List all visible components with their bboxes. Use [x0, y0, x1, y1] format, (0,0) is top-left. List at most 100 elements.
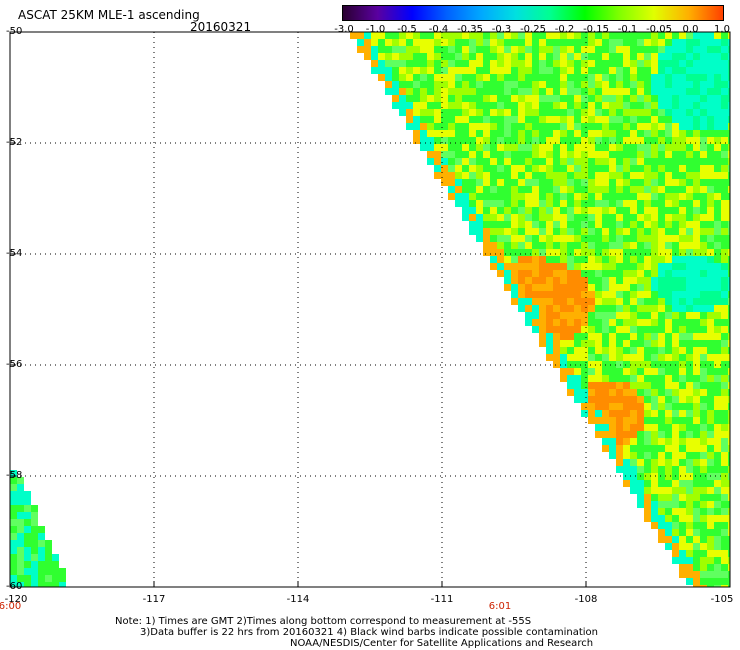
swath-pixel — [539, 228, 546, 235]
swath-pixel — [623, 403, 630, 410]
swath-pixel — [707, 312, 714, 319]
swath-pixel — [728, 235, 730, 242]
swath-pixel — [24, 575, 31, 582]
swath-pixel — [518, 263, 525, 270]
swath-pixel — [679, 130, 686, 137]
swath-pixel — [595, 130, 602, 137]
swath-pixel — [595, 60, 602, 67]
swath-pixel — [560, 186, 567, 193]
swath-pixel — [476, 137, 483, 144]
swath-pixel — [602, 172, 609, 179]
swath-pixel — [686, 326, 693, 333]
swath-pixel — [490, 200, 497, 207]
swath-pixel — [630, 417, 637, 424]
swath-pixel — [714, 88, 721, 95]
swath-pixel — [518, 298, 525, 305]
swath-pixel — [616, 270, 623, 277]
swath-pixel — [595, 375, 602, 382]
swath-pixel — [714, 81, 721, 88]
swath-pixel — [378, 74, 385, 81]
swath-pixel — [602, 291, 609, 298]
swath-pixel — [497, 137, 504, 144]
swath-pixel — [644, 46, 651, 53]
swath-pixel — [574, 277, 581, 284]
swath-pixel — [651, 459, 658, 466]
swath-pixel — [504, 130, 511, 137]
swath-pixel — [721, 564, 728, 571]
swath-pixel — [392, 102, 399, 109]
swath-pixel — [581, 32, 588, 39]
time-label-start: 6:00 — [0, 601, 22, 612]
swath-pixel — [434, 88, 441, 95]
swath-pixel — [462, 130, 469, 137]
swath-pixel — [17, 526, 24, 533]
swath-pixel — [707, 193, 714, 200]
swath-pixel — [623, 445, 630, 452]
swath-pixel — [700, 137, 707, 144]
swath-pixel — [665, 270, 672, 277]
swath-pixel — [518, 123, 525, 130]
swath-pixel — [532, 123, 539, 130]
swath-pixel — [728, 340, 730, 347]
swath-pixel — [714, 550, 721, 557]
swath-pixel — [434, 137, 441, 144]
swath-pixel — [574, 193, 581, 200]
swath-pixel — [728, 375, 730, 382]
swath-pixel — [665, 256, 672, 263]
swath-pixel — [455, 151, 462, 158]
swath-pixel — [483, 60, 490, 67]
swath-pixel — [581, 172, 588, 179]
swath-pixel — [616, 305, 623, 312]
swath-pixel — [504, 158, 511, 165]
swath-pixel — [476, 179, 483, 186]
swath-pixel — [616, 347, 623, 354]
swath-pixel — [602, 438, 609, 445]
swath-pixel — [686, 172, 693, 179]
swath-pixel — [553, 263, 560, 270]
swath-pixel — [525, 214, 532, 221]
swath-pixel — [637, 375, 644, 382]
swath-pixel — [665, 172, 672, 179]
swath-pixel — [700, 333, 707, 340]
swath-pixel — [511, 270, 518, 277]
swath-pixel — [588, 389, 595, 396]
swath-pixel — [679, 361, 686, 368]
swath-pixel — [448, 123, 455, 130]
swath-pixel — [672, 81, 679, 88]
swath-pixel — [693, 550, 700, 557]
swath-pixel — [462, 158, 469, 165]
swath-pixel — [700, 466, 707, 473]
swath-pixel — [546, 291, 553, 298]
swath-pixel — [721, 291, 728, 298]
swath-pixel — [644, 193, 651, 200]
swath-pixel — [511, 179, 518, 186]
swath-pixel — [637, 487, 644, 494]
swath-pixel — [658, 354, 665, 361]
swath-pixel — [525, 277, 532, 284]
swath-pixel — [406, 74, 413, 81]
swath-pixel — [714, 109, 721, 116]
swath-pixel — [581, 158, 588, 165]
swath-pixel — [686, 529, 693, 536]
swath-pixel — [560, 137, 567, 144]
swath-pixel — [448, 74, 455, 81]
swath-pixel — [10, 533, 17, 540]
swath-pixel — [462, 123, 469, 130]
swath-pixel — [469, 46, 476, 53]
swath-pixel — [602, 186, 609, 193]
swath-pixel — [714, 305, 721, 312]
swath-pixel — [637, 340, 644, 347]
swath-pixel — [413, 46, 420, 53]
swath-pixel — [623, 46, 630, 53]
swath-pixel — [609, 179, 616, 186]
swath-pixel — [686, 193, 693, 200]
swath-pixel — [637, 60, 644, 67]
swath-pixel — [686, 144, 693, 151]
swath-pixel — [672, 459, 679, 466]
swath-pixel — [595, 368, 602, 375]
swath-pixel — [707, 410, 714, 417]
swath-pixel — [497, 263, 504, 270]
swath-pixel — [651, 95, 658, 102]
swath-pixel — [700, 508, 707, 515]
swath-pixel — [567, 172, 574, 179]
